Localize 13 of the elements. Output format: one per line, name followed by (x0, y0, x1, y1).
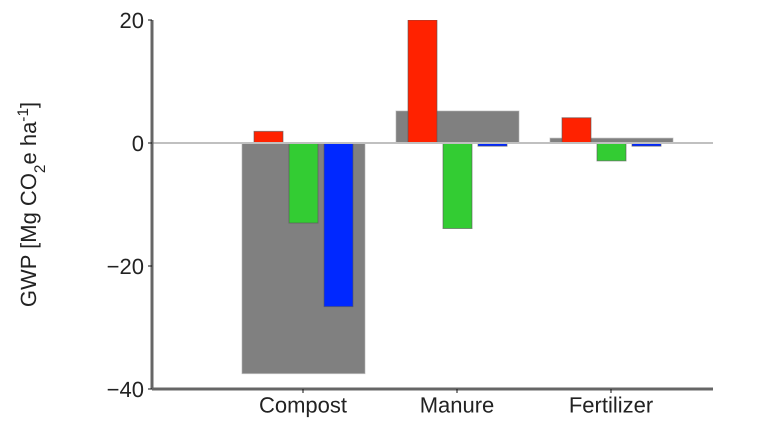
y-tick-label: −40 (106, 376, 144, 402)
bar (562, 117, 592, 144)
x-tick-label: Compost (258, 392, 348, 418)
y-tick-label: 0 (132, 130, 144, 156)
bar (288, 142, 318, 224)
x-tick-label: Manure (420, 392, 494, 418)
bar (442, 142, 472, 229)
bar (596, 142, 626, 162)
y-tick-label: 20 (120, 8, 144, 33)
x-tick-label: Fertilizer (568, 392, 654, 418)
bar (324, 142, 354, 308)
bar (408, 20, 438, 144)
y-tick-label: −20 (106, 254, 144, 279)
